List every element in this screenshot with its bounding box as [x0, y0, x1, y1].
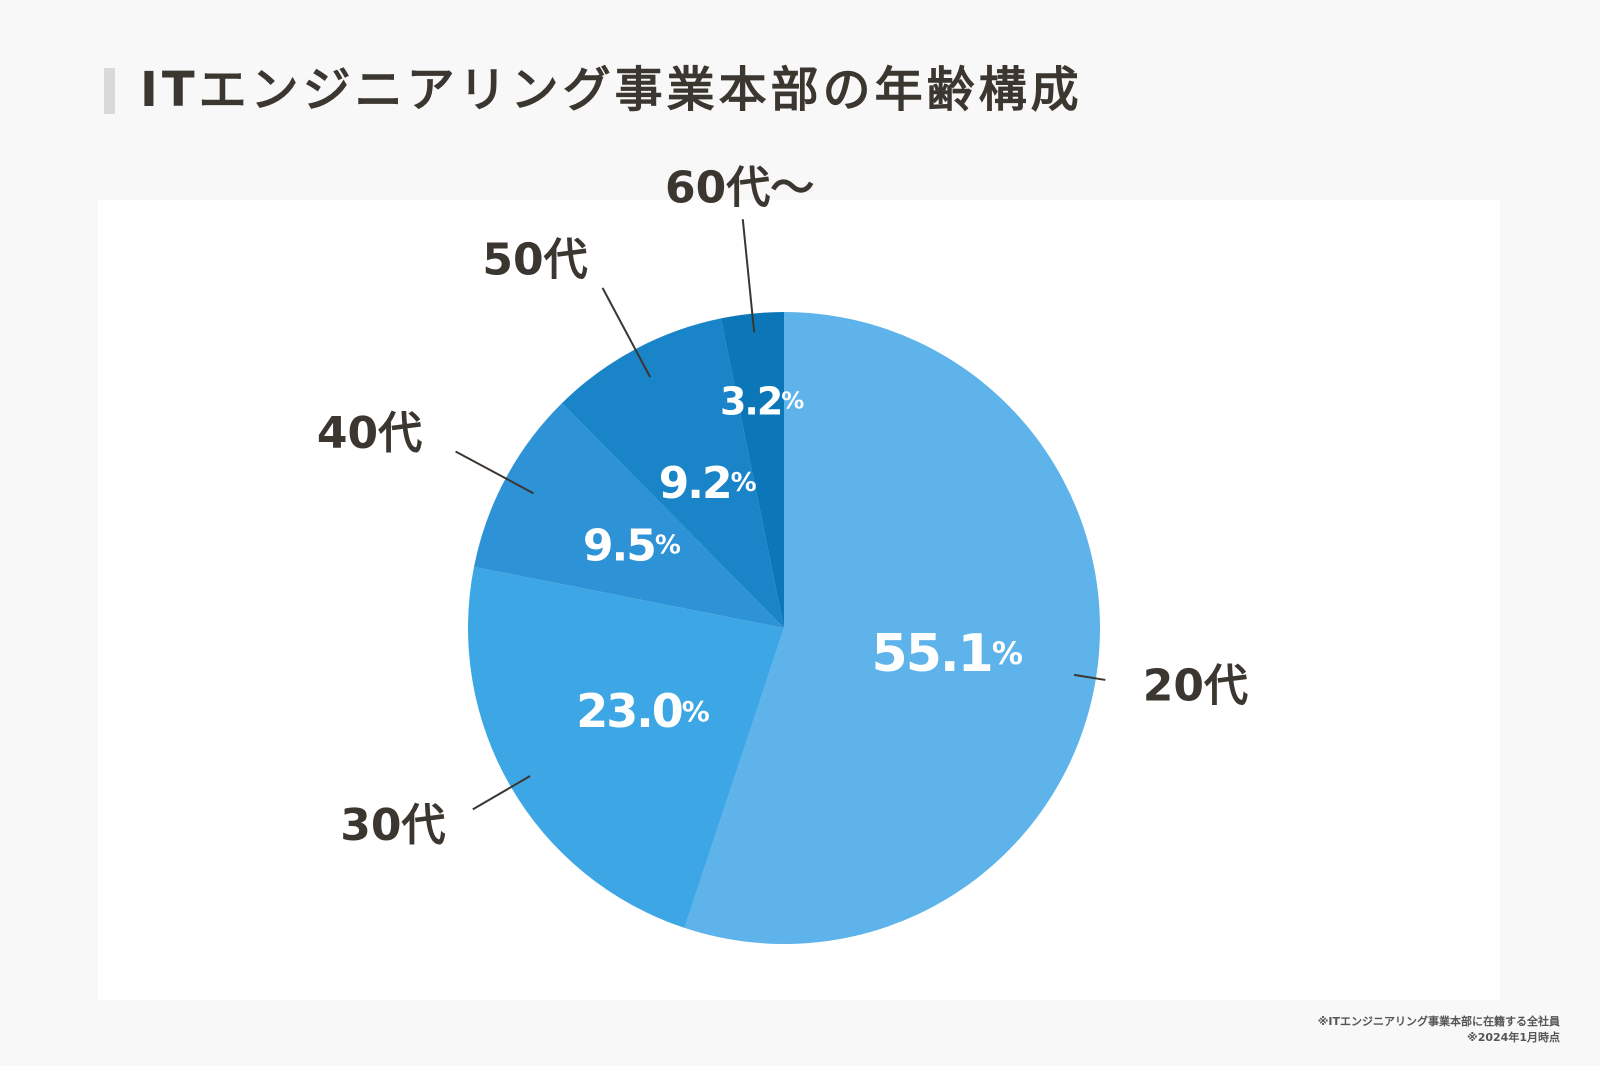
slice-category-label: 20代	[1143, 660, 1248, 711]
leader-line	[741, 219, 756, 333]
leader-line	[1073, 673, 1106, 681]
slice-category-label: 40代	[317, 408, 422, 459]
leader-line	[601, 287, 652, 378]
slice-percent-label: 3.2%	[720, 380, 804, 424]
leader-lines	[455, 219, 1106, 811]
category-labels: 20代 30代 40代 50代 60代〜	[317, 162, 1248, 851]
pie-slice	[720, 312, 784, 628]
slice-percent-label: 55.1%	[872, 624, 1023, 684]
footnote-scope: ※ITエンジニアリング事業本部に在籍する全社員	[1317, 1015, 1560, 1028]
pie-slices	[467, 312, 1101, 944]
slice-category-label: 60代〜	[665, 162, 814, 213]
footnotes: ※ITエンジニアリング事業本部に在籍する全社員 ※2024年1月時点	[1318, 1014, 1560, 1046]
leader-line	[472, 775, 531, 811]
pie-slice	[684, 312, 1101, 944]
percent-labels: 55.1% 23.0% 9.5% 9.2% 3.2%	[576, 380, 1025, 738]
slice-category-label: 30代	[340, 800, 445, 851]
pie-slice	[561, 318, 784, 628]
pie-slice	[467, 566, 784, 928]
title-accent-bar	[104, 68, 115, 114]
slice-percent-label: 9.5%	[583, 520, 681, 571]
page-title: ITエンジニアリング事業本部の年齢構成	[140, 62, 1083, 118]
slice-percent-label: 23.0%	[576, 684, 710, 738]
leader-line	[455, 450, 534, 495]
footnote-date: ※2024年1月時点	[1467, 1031, 1560, 1044]
slice-percent-label: 9.2%	[659, 458, 757, 509]
slice-category-label: 50代	[482, 234, 587, 285]
pie-slice	[473, 403, 784, 628]
